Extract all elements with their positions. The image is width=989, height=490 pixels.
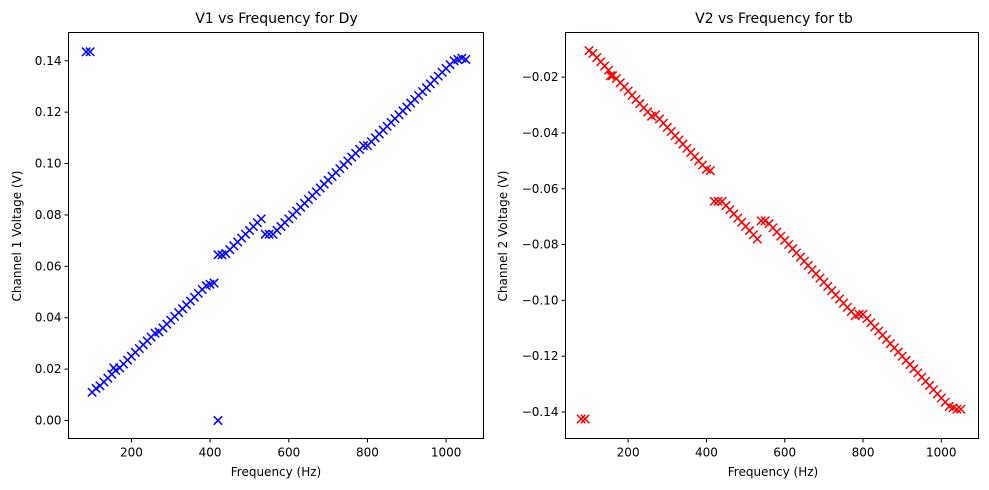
y-tick-label: 0.14: [35, 54, 62, 68]
data-point-marker: [605, 71, 616, 81]
y-tick-label: 0.00: [35, 414, 62, 428]
x-axis-ticks: 200 400 600 800 1000: [617, 438, 957, 460]
data-point-marker: [709, 196, 719, 207]
data-point-marker: [705, 165, 716, 176]
y-tick-label: −0.02: [522, 70, 559, 84]
y-tick-label: −0.12: [522, 349, 559, 363]
data-point-marker: [213, 415, 223, 426]
data-point-marker: [256, 214, 266, 224]
y-tick-label: 0.08: [35, 208, 62, 222]
data-point-marker: [213, 250, 223, 260]
axes-frame: [565, 32, 979, 439]
x-tick-label: 200: [617, 446, 640, 460]
x-tick-label: 800: [852, 446, 875, 460]
data-point-marker: [854, 309, 864, 320]
data-point-marker: [756, 216, 766, 226]
data-point-marker: [580, 414, 590, 424]
data-point-marker: [85, 47, 95, 57]
x-axis-label: Frequency (Hz): [728, 465, 819, 479]
chart-panel-left: V1 vs Frequency for Dy 200 400 600 800 1000 …: [10, 11, 484, 479]
data-point-marker: [576, 414, 586, 424]
y-tick-label: 0.10: [35, 157, 62, 171]
data-point-marker: [260, 229, 270, 239]
y-tick-label: 0.12: [35, 105, 62, 119]
x-tick-label: 200: [120, 446, 143, 460]
data-point-marker: [607, 71, 618, 81]
axes-frame: [68, 32, 484, 439]
y-tick-label: −0.04: [522, 126, 559, 140]
y-axis-ticks: 0.00 0.02 0.04 0.06 0.08 0.10 0.12 0.14: [35, 54, 69, 428]
data-point-marker: [209, 278, 219, 288]
x-axis-ticks: 200 400 600 800 1000: [120, 438, 462, 460]
plot-area: [81, 47, 471, 426]
x-tick-label: 800: [356, 446, 379, 460]
y-tick-label: 0.02: [35, 362, 62, 376]
x-tick-label: 1000: [926, 446, 957, 460]
y-tick-label: 0.06: [35, 259, 62, 273]
x-axis-label: Frequency (Hz): [231, 465, 322, 479]
data-point-marker: [956, 404, 966, 414]
y-axis-ticks: −0.02 −0.04 −0.06 −0.08 −0.10 −0.12 −0.14: [522, 70, 566, 419]
chart-title: V1 vs Frequency for Dy: [195, 11, 358, 27]
y-axis-label: Channel 1 Voltage (V): [10, 171, 24, 302]
data-point-marker: [584, 45, 594, 56]
x-tick-label: 600: [773, 446, 796, 460]
data-point-marker: [264, 229, 274, 239]
data-point-marker: [461, 54, 471, 65]
y-tick-label: −0.06: [522, 182, 559, 196]
chart-panel-right: V2 vs Frequency for tb 200 400 600 800 1000 …: [496, 11, 979, 479]
x-tick-label: 600: [277, 446, 300, 460]
data-point-marker: [752, 234, 763, 244]
data-point-marker: [81, 47, 91, 57]
data-point-marker: [713, 196, 723, 207]
data-point-marker: [760, 216, 770, 226]
data-point-marker: [952, 404, 962, 414]
x-tick-label: 400: [695, 446, 718, 460]
x-tick-label: 400: [199, 446, 222, 460]
y-tick-label: −0.14: [522, 405, 559, 419]
y-tick-label: −0.10: [522, 293, 559, 307]
y-tick-label: −0.08: [522, 238, 559, 252]
chart-title: V2 vs Frequency for tb: [695, 11, 853, 27]
data-point-marker: [358, 140, 369, 151]
data-point-marker: [603, 65, 614, 75]
plot-area: [576, 45, 966, 424]
x-tick-label: 1000: [431, 446, 462, 460]
y-tick-label: 0.04: [35, 311, 62, 325]
y-axis-label: Channel 2 Voltage (V): [496, 171, 510, 302]
